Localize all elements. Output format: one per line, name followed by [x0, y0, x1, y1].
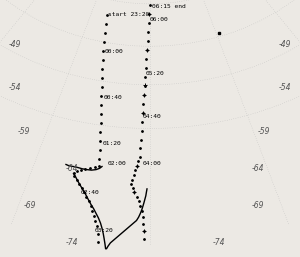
Text: -64: -64 [66, 164, 79, 173]
Text: 04:40: 04:40 [142, 114, 161, 120]
Text: 01:20: 01:20 [102, 141, 121, 146]
Text: 00:00: 00:00 [104, 49, 123, 54]
Text: 05:20: 05:20 [146, 71, 165, 76]
Text: 04:00: 04:00 [143, 161, 161, 166]
Text: -74: -74 [66, 238, 79, 247]
Text: -49: -49 [9, 40, 22, 50]
Text: -54: -54 [278, 83, 291, 92]
Text: 06:00: 06:00 [150, 17, 169, 22]
Text: -49: -49 [278, 40, 291, 50]
Text: -64: -64 [251, 164, 264, 173]
Text: -59: -59 [257, 126, 270, 136]
Text: 00:40: 00:40 [103, 95, 122, 100]
Text: -69: -69 [251, 201, 264, 210]
Text: -59: -59 [18, 126, 31, 136]
Text: 02:00: 02:00 [108, 161, 127, 166]
Text: 03:20: 03:20 [95, 228, 113, 233]
Text: start 23:20: start 23:20 [108, 12, 149, 17]
Text: -69: -69 [24, 201, 37, 210]
Text: 06:15 end: 06:15 end [152, 4, 185, 9]
Text: -74: -74 [212, 238, 225, 247]
Text: -54: -54 [9, 83, 22, 92]
Text: 02:40: 02:40 [80, 190, 99, 195]
